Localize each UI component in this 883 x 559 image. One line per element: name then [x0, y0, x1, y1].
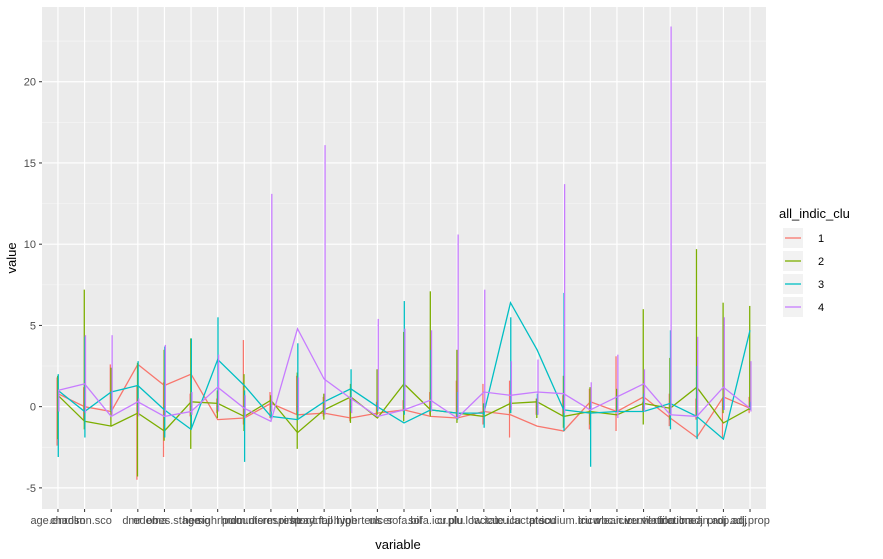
x-tick-label: hypertens — [334, 515, 383, 527]
x-tick-label: respiratory — [263, 515, 315, 527]
x-tick-label: sighrhmu — [197, 515, 242, 527]
legend-title: all_indic_clu — [779, 206, 850, 221]
x-tick-label: ulcer — [369, 515, 393, 527]
x-tick-label: dmr — [122, 515, 141, 527]
x-tick-label: wbc.icu — [592, 515, 630, 527]
y-axis: -5 0 5 10 15 20 — [24, 77, 42, 495]
x-tick-label: heart.fail — [291, 515, 333, 527]
legend-label: 3 — [818, 279, 824, 291]
x-tick-label: edema — [133, 515, 168, 527]
series-line — [57, 300, 751, 441]
x-tick-label: pt.icu — [529, 515, 555, 527]
x-tick-label: counterm.resp — [230, 515, 300, 527]
x-tick-label: incub.adj — [659, 515, 703, 527]
legend: all_indic_clu 1 2 3 4 — [779, 206, 850, 317]
x-tick-label: cr.plu — [437, 515, 463, 527]
x-tick-label: lactate.icu — [472, 515, 522, 527]
x-tick-label: icu.lactate — [495, 515, 545, 527]
x-tick-label: sodium.icu — [539, 515, 592, 527]
series-4 — [57, 26, 752, 423]
x-tick-label: sofa.icu — [408, 515, 446, 527]
x-tick-label: prop.adj — [707, 515, 747, 527]
series-line — [57, 326, 751, 423]
y-tick-label: 5 — [30, 320, 36, 332]
legend-label: 4 — [818, 302, 824, 314]
x-tick-label: icu.ventilation — [624, 515, 691, 527]
x-tick-label: int.p.high — [312, 515, 357, 527]
x-tick-label: tricu — [578, 515, 599, 527]
x-tick-label: mean.ventilation — [595, 515, 675, 527]
legend-label: 1 — [818, 233, 824, 245]
y-axis-title: value — [4, 242, 19, 273]
x-tick-label: pulm.dis — [222, 515, 263, 527]
x-tick-label: hemo — [183, 515, 211, 527]
x-tick-label: sofa.bil — [387, 515, 422, 527]
x-tick-label: mean.adj — [681, 515, 726, 527]
y-tick-label: 20 — [24, 77, 36, 89]
legend-label: 2 — [818, 256, 824, 268]
y-tick-label: 15 — [24, 158, 36, 170]
y-tick-label: -5 — [26, 483, 36, 495]
x-tick-label: plu.low.icu — [448, 515, 499, 527]
x-tick-label: charlson.sco — [50, 515, 112, 527]
y-tick-label: 10 — [24, 239, 36, 251]
y-tick-label: 0 — [30, 402, 36, 414]
x-axis-title: variable — [375, 537, 421, 552]
series-layer — [56, 26, 752, 480]
x-tick-label: obes.stage — [146, 515, 200, 527]
x-tick-label: adj.prop — [730, 515, 770, 527]
x-tick-label: age.enrolm — [30, 515, 85, 527]
